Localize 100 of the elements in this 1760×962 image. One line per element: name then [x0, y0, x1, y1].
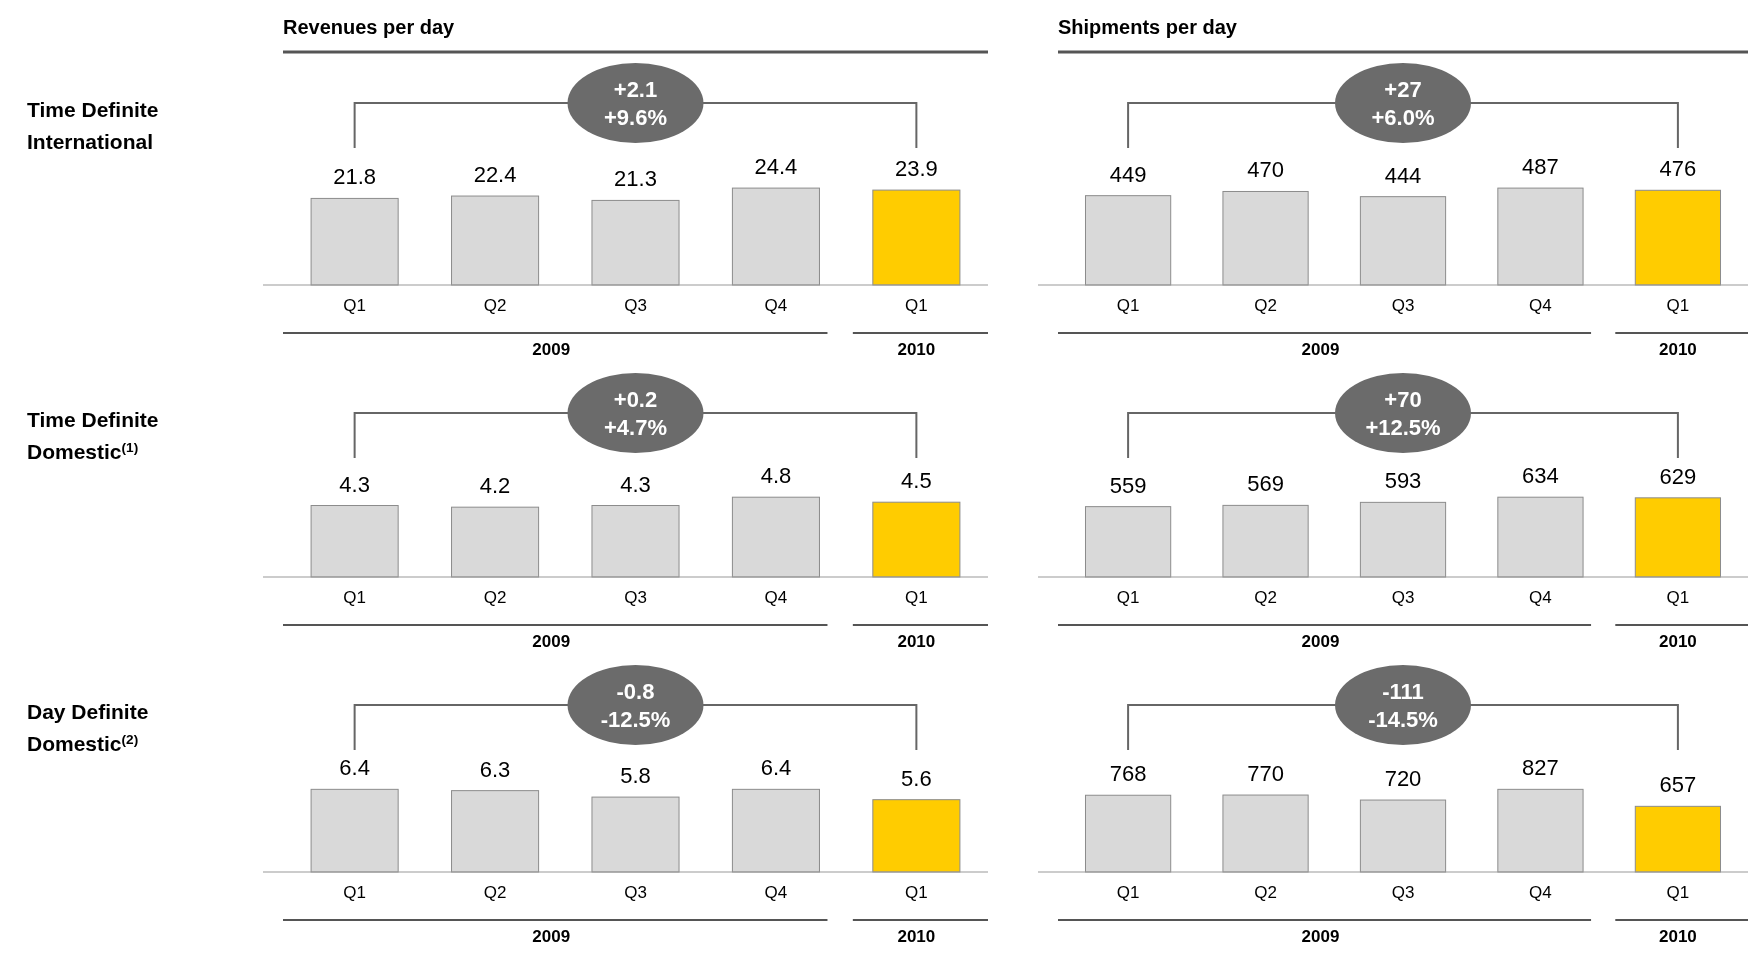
- data-label: 21.8: [333, 164, 377, 190]
- x-tick-label: Q3: [1391, 588, 1415, 607]
- x-tick-label: Q3: [624, 883, 647, 902]
- chart-title: Revenues per day: [283, 16, 456, 38]
- x-tick-label: Q2: [483, 883, 507, 902]
- text: +9.6%: [604, 105, 667, 130]
- bar: [1634, 805, 1722, 873]
- x-tick-label: Q3: [624, 588, 647, 607]
- text: +70: [1384, 387, 1422, 412]
- bar: [310, 788, 399, 873]
- text: 2009: [1301, 927, 1340, 946]
- data-label: 5.8: [620, 763, 651, 789]
- bar: [1359, 799, 1447, 873]
- text: +0.2: [613, 387, 658, 412]
- bar: [731, 496, 820, 578]
- x-tick-label: Q4: [1529, 588, 1552, 607]
- data-label: 6.3: [479, 756, 511, 782]
- x-tick-label: Q1: [1666, 883, 1690, 902]
- text: +12.5%: [1365, 415, 1441, 440]
- x-tick-label: Q1: [1666, 588, 1690, 607]
- y-axis-title: Time Definite International: [27, 98, 159, 153]
- x-tick-label: Q1: [343, 883, 366, 902]
- bar: [1497, 788, 1584, 873]
- data-label: 470: [1247, 157, 1284, 183]
- text: 2009: [1301, 632, 1340, 651]
- x-tick-label: Q4: [1529, 296, 1552, 315]
- data-label: 6.4: [760, 755, 792, 781]
- text: +6.0%: [1371, 105, 1435, 130]
- x-tick-label: Q2: [1254, 883, 1277, 902]
- x-tick-label: Q2: [483, 296, 507, 315]
- text: 2010: [897, 927, 936, 946]
- data-label: 449: [1109, 161, 1147, 187]
- bar: [731, 187, 820, 286]
- text: 2009: [532, 340, 571, 359]
- text: -12.5%: [600, 707, 671, 732]
- bar: [1222, 504, 1309, 578]
- bar: [310, 197, 399, 286]
- text: 2010: [897, 340, 936, 359]
- data-label: 21.3: [614, 166, 657, 192]
- data-label: 657: [1659, 772, 1697, 798]
- bar: [591, 796, 680, 873]
- data-label: 770: [1247, 761, 1284, 787]
- x-tick-label: Q2: [483, 588, 507, 607]
- data-label: 629: [1659, 463, 1697, 489]
- data-label: 487: [1522, 154, 1559, 180]
- data-label: 827: [1522, 755, 1559, 781]
- bar: [591, 199, 680, 286]
- text: 2010: [1658, 632, 1697, 651]
- data-label: 4.3: [620, 471, 651, 497]
- bar: [310, 505, 399, 578]
- data-label: 720: [1384, 766, 1422, 792]
- x-tick-label: Q2: [1254, 296, 1277, 315]
- text: 2009: [532, 632, 571, 651]
- bar: [1222, 794, 1309, 873]
- data-label: 6.4: [339, 755, 370, 781]
- data-label: 559: [1109, 472, 1147, 498]
- x-tick-label: Q3: [1391, 883, 1415, 902]
- x-tick-label: Q3: [1391, 296, 1415, 315]
- bar: [1359, 501, 1447, 578]
- bar: [591, 505, 680, 578]
- bar: [451, 195, 540, 286]
- data-label: 569: [1247, 471, 1284, 497]
- data-label: 22.4: [473, 162, 517, 188]
- bar: [731, 788, 820, 873]
- bar: [1084, 794, 1172, 873]
- bar: [451, 506, 540, 578]
- x-tick-label: Q1: [905, 883, 928, 902]
- data-label: 444: [1384, 162, 1422, 188]
- data-label: 634: [1522, 463, 1559, 489]
- data-label: 24.4: [754, 154, 798, 180]
- bar: [451, 790, 540, 873]
- data-label: 4.5: [901, 468, 932, 494]
- x-tick-label: Q1: [343, 588, 366, 607]
- chart-title: Shipments per day: [1058, 16, 1238, 38]
- bar: [1084, 506, 1172, 578]
- x-tick-label: Q1: [905, 588, 928, 607]
- data-label: 476: [1659, 156, 1697, 182]
- text: 2009: [532, 927, 571, 946]
- x-tick-label: Q4: [764, 588, 788, 607]
- data-label: 593: [1384, 468, 1422, 494]
- data-label: 5.6: [901, 765, 932, 791]
- x-tick-label: Q4: [764, 296, 788, 315]
- x-tick-label: Q1: [343, 296, 366, 315]
- text: -111: [1382, 679, 1424, 704]
- bar: [1497, 496, 1584, 578]
- x-tick-label: Q1: [1666, 296, 1690, 315]
- x-tick-label: Q1: [1116, 883, 1140, 902]
- text: +4.7%: [604, 415, 667, 440]
- x-tick-label: Q3: [624, 296, 647, 315]
- text: -14.5%: [1368, 707, 1438, 732]
- data-label: 4.2: [479, 473, 511, 499]
- bar: [1634, 497, 1722, 578]
- text: +2.1: [613, 77, 658, 102]
- data-label: 23.9: [894, 156, 938, 182]
- x-tick-label: Q4: [764, 883, 788, 902]
- x-tick-label: Q4: [1529, 883, 1552, 902]
- data-label: 768: [1109, 761, 1147, 787]
- x-tick-label: Q1: [1116, 588, 1140, 607]
- text: 2009: [1301, 340, 1340, 359]
- bar: [872, 501, 961, 578]
